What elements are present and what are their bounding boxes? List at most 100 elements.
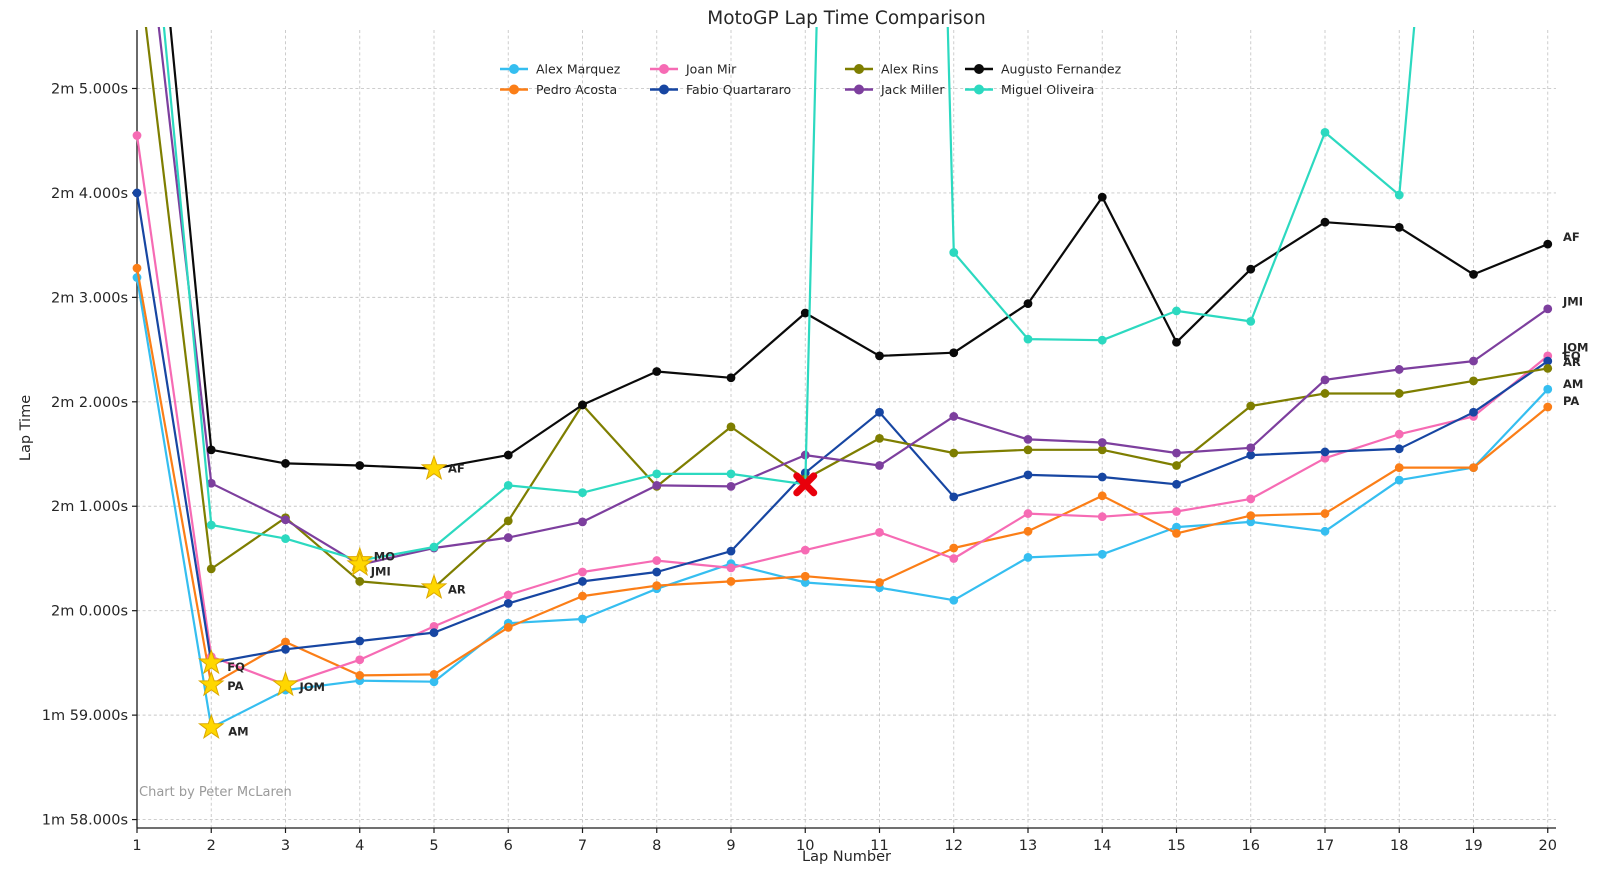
legend-dot-swatch: [854, 84, 864, 95]
best-lap-label-AF: AF: [448, 462, 465, 476]
data-point: [726, 563, 736, 573]
data-point: [578, 517, 587, 527]
legend-item-alex-marquez: Alex Marquez: [500, 62, 621, 77]
data-point: [206, 564, 216, 574]
series-line-fabio-quartararo: [135, 192, 1549, 665]
end-label-AR: AR: [1563, 355, 1581, 369]
legend-item-fabio-quartararo: Fabio Quartararo: [650, 82, 791, 97]
data-point: [1320, 526, 1330, 536]
data-point: [949, 348, 959, 358]
end-label-JOM: JOM: [1562, 340, 1589, 354]
data-point: [1394, 222, 1404, 232]
data-point: [1543, 239, 1553, 249]
data-point: [1097, 512, 1107, 522]
data-point: [1097, 472, 1107, 482]
x-tick-label: 4: [355, 838, 364, 854]
y-tick-label: 2m 2.000s: [51, 395, 128, 411]
x-tick-label: 17: [1316, 838, 1334, 854]
data-point: [503, 533, 513, 542]
data-point: [206, 445, 216, 455]
data-point: [578, 488, 587, 498]
data-point: [875, 461, 884, 470]
data-point: [726, 469, 736, 479]
data-point: [281, 515, 290, 525]
legend: Alex Marquez Joan Mir Alex Rins Augusto Fer…: [500, 62, 1122, 97]
legend-item-jack-miller: Jack Miller: [845, 82, 945, 97]
data-point: [1023, 470, 1033, 480]
data-point: [1023, 509, 1033, 518]
data-point: [429, 628, 439, 638]
data-point: [503, 480, 513, 490]
y-tick-label: 1m 58.000s: [42, 813, 128, 829]
legend-label: Augusto Fernandez: [1001, 62, 1122, 77]
data-point: [1246, 316, 1256, 326]
data-point: [1469, 463, 1478, 473]
series-line-miguel-oliveira: [162, 27, 1416, 562]
x-tick-label: 18: [1390, 838, 1408, 854]
legend-dot-swatch: [659, 84, 669, 95]
data-point: [875, 433, 884, 443]
data-point: [1172, 337, 1181, 347]
data-point: [1394, 429, 1404, 439]
data-point: [800, 571, 810, 581]
x-tick-label: 14: [1093, 838, 1111, 854]
best-lap-label-JOM: JOM: [299, 680, 326, 694]
data-point: [1246, 450, 1256, 460]
legend-dot-swatch: [974, 64, 984, 74]
data-point: [726, 482, 736, 491]
legend-label: Alex Rins: [881, 62, 938, 77]
data-point: [1394, 365, 1404, 374]
data-point: [1246, 443, 1256, 453]
data-point: [949, 448, 959, 458]
data-point: [1097, 549, 1107, 559]
data-point: [1543, 304, 1553, 314]
data-point: [132, 188, 142, 198]
best-lap-star-AM: [197, 713, 225, 740]
x-tick-label: 9: [726, 838, 735, 854]
data-point: [1394, 475, 1404, 485]
best-lap-label-AM: AM: [228, 725, 248, 739]
legend-item-augusto-fernandez: Augusto Fernandez: [965, 62, 1122, 77]
data-point: [1023, 526, 1033, 536]
series-line-jack-miller: [157, 27, 1549, 566]
data-point: [1320, 447, 1330, 457]
data-point: [1543, 402, 1553, 412]
x-tick-label: 3: [281, 838, 290, 854]
legend-dot-swatch: [659, 64, 669, 74]
data-point: [1023, 445, 1033, 455]
data-point: [132, 131, 142, 140]
legend-label: Pedro Acosta: [536, 82, 617, 97]
x-stroke: [793, 472, 818, 497]
series-line-joan-mir: [135, 135, 1549, 686]
data-point: [1097, 192, 1107, 202]
data-point: [1246, 264, 1256, 274]
data-point: [875, 578, 884, 587]
data-point: [1320, 375, 1330, 385]
y-tick-label: 2m 0.000s: [51, 604, 128, 620]
data-point: [1469, 376, 1478, 386]
data-point: [503, 622, 513, 632]
series-line-alex-marquez: [135, 277, 1549, 729]
data-point: [1172, 461, 1181, 470]
data-point: [1469, 407, 1478, 417]
data-point: [578, 567, 587, 577]
y-axis-title: Lap Time: [18, 394, 34, 462]
data-point: [800, 545, 810, 555]
end-label-AM: AM: [1563, 377, 1583, 391]
data-point: [1394, 463, 1404, 473]
data-point: [429, 542, 439, 552]
x-tick-label: 6: [504, 838, 513, 854]
data-point: [1172, 479, 1181, 489]
axes-spines: [136, 30, 1556, 829]
data-point: [503, 516, 513, 526]
data-point: [1543, 384, 1553, 394]
best-lap-star-AF: [420, 454, 448, 481]
data-point: [800, 308, 810, 318]
x-tick-label: 5: [429, 838, 438, 854]
data-point: [355, 577, 365, 586]
data-point: [1246, 511, 1256, 521]
data-point: [726, 577, 736, 586]
x-tick-label: 11: [870, 838, 888, 854]
